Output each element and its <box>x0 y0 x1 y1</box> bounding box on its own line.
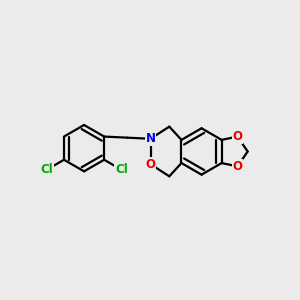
Text: N: N <box>146 132 155 145</box>
Text: Cl: Cl <box>40 163 53 176</box>
Text: O: O <box>232 160 242 173</box>
Text: O: O <box>232 130 242 143</box>
Text: O: O <box>146 158 155 171</box>
Text: Cl: Cl <box>115 163 128 176</box>
